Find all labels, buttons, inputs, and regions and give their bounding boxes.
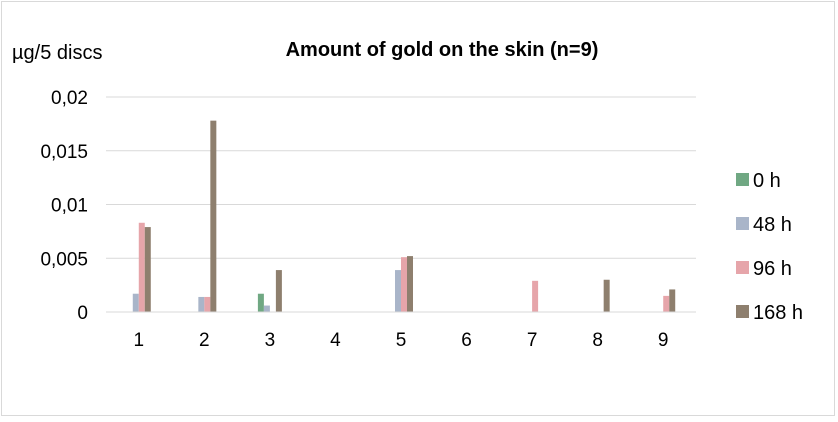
legend-swatch (736, 173, 749, 186)
x-tick-label: 5 (396, 330, 407, 351)
x-tick-label: 4 (330, 330, 341, 351)
x-tick-label: 9 (658, 330, 669, 351)
y-tick-label: 0 (77, 303, 88, 324)
bar (663, 295, 670, 312)
bar (132, 293, 139, 312)
bar (144, 227, 151, 312)
legend-label: 48 h (753, 214, 792, 236)
x-tick-label: 7 (527, 330, 538, 351)
bar (407, 256, 413, 312)
chart: Amount of gold on the skin (n=9) µg/5 di… (12, 39, 803, 351)
bar (395, 270, 401, 312)
bar (138, 222, 145, 312)
bar (669, 289, 676, 312)
legend: 0 h 48 h 96 h 168 h (736, 170, 803, 324)
legend-label: 168 h (753, 302, 803, 324)
y-tick-label: 0,01 (51, 196, 88, 217)
y-tick-labels: 0 0,005 0,01 0,015 0,02 (40, 88, 88, 324)
bar (275, 270, 282, 312)
y-tick-label: 0,005 (40, 249, 88, 270)
legend-swatch (736, 217, 749, 230)
x-tick-label: 6 (461, 330, 472, 351)
legend-label: 0 h (753, 170, 781, 192)
chart-frame: Amount of gold on the skin (n=9) µg/5 di… (1, 1, 835, 416)
chart-title: Amount of gold on the skin (n=9) (286, 39, 599, 61)
legend-label: 96 h (753, 258, 792, 280)
bar (532, 280, 539, 312)
legend-swatch (736, 305, 749, 318)
bar (263, 305, 270, 312)
gridlines (106, 96, 696, 259)
bar (210, 120, 217, 313)
legend-swatch (736, 261, 749, 274)
y-tick-label: 0,015 (40, 142, 88, 163)
bar (401, 257, 407, 312)
x-tick-label: 1 (133, 330, 144, 351)
bars (132, 120, 676, 313)
bar (603, 279, 610, 312)
y-tick-label: 0,02 (51, 88, 88, 109)
x-tick-label: 3 (265, 330, 276, 351)
bar (257, 293, 264, 312)
y-axis-label: µg/5 discs (12, 42, 102, 64)
x-tick-labels: 1 2 3 4 5 6 7 8 9 (133, 330, 668, 351)
bar (198, 296, 205, 312)
x-tick-label: 8 (592, 330, 603, 351)
x-tick-label: 2 (199, 330, 210, 351)
bar (204, 296, 211, 312)
